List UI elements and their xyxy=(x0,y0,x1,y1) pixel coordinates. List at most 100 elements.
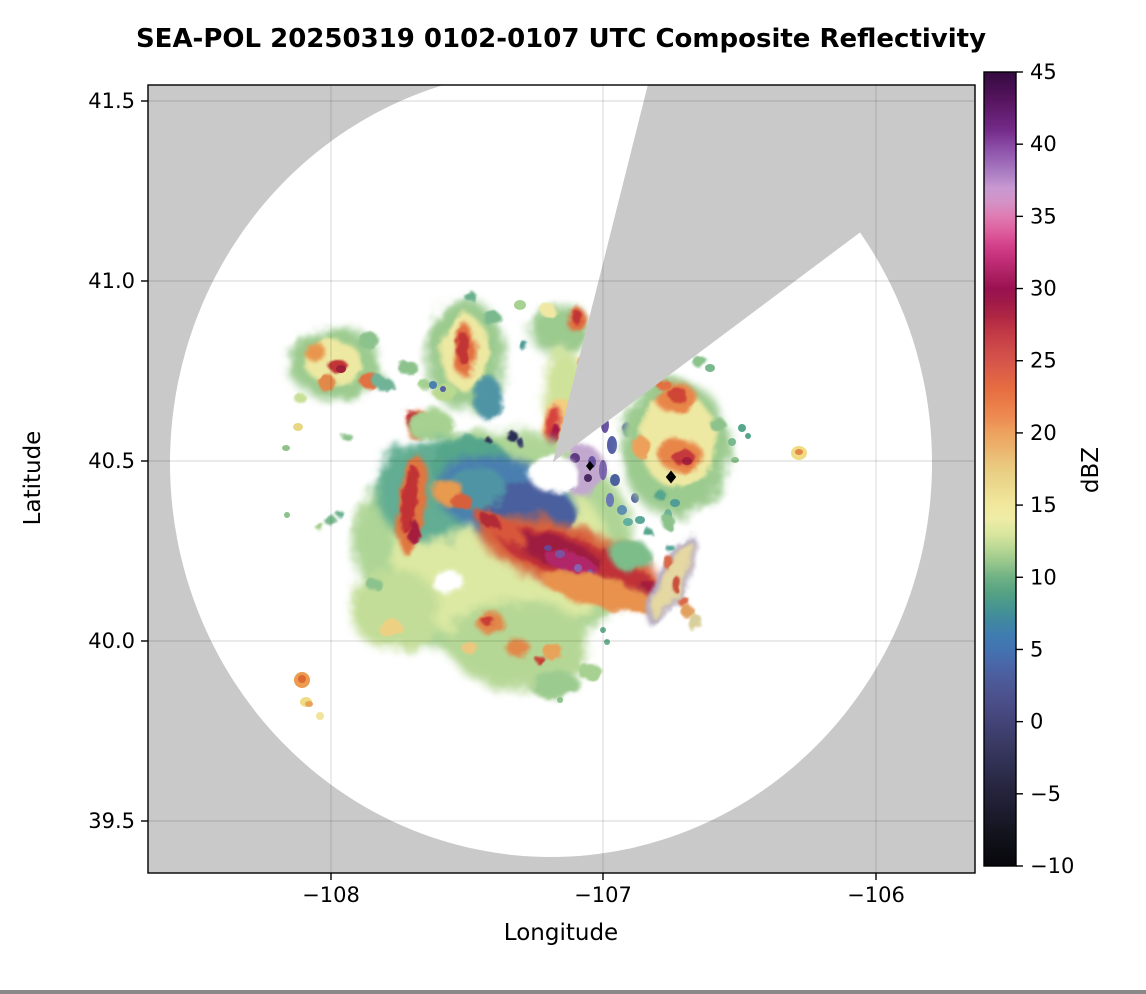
echo-blob xyxy=(623,518,633,526)
colorbar-tick-label: 10 xyxy=(1030,565,1057,589)
echo-blob xyxy=(483,311,501,325)
echo-blob xyxy=(336,511,344,517)
echo-blob xyxy=(474,376,502,420)
echo-blob xyxy=(688,614,702,630)
y-tick-label: 41.0 xyxy=(88,269,135,293)
echo-blob xyxy=(570,453,580,463)
location-marker-diamond xyxy=(586,461,594,471)
colorbar-tick-label: −10 xyxy=(1030,854,1074,878)
echo-blob xyxy=(679,596,689,608)
colorbar-tick-label: 0 xyxy=(1030,710,1043,734)
echo-blob xyxy=(541,570,659,614)
echo-blob xyxy=(485,437,491,443)
echo-blob xyxy=(610,474,620,486)
echo-free-patch xyxy=(432,570,464,594)
colorbar-tick-label: −5 xyxy=(1030,782,1061,806)
echo-blob xyxy=(607,436,617,454)
reflectivity-field xyxy=(282,291,807,720)
plot-frame xyxy=(147,84,976,874)
echo-blob xyxy=(336,365,346,373)
echo-free-patch xyxy=(530,454,578,494)
echo-blob xyxy=(540,303,556,317)
echo-blob xyxy=(731,457,739,463)
echo-blob xyxy=(408,520,420,544)
echo-blob xyxy=(282,445,290,451)
echo-blob xyxy=(400,466,420,534)
echo-blob xyxy=(584,474,592,482)
echo-blob xyxy=(604,639,610,645)
echo-blob xyxy=(543,644,563,660)
echo-blob xyxy=(316,523,324,531)
x-tick-label: −106 xyxy=(847,883,905,907)
echo-blob xyxy=(632,436,650,458)
echo-blob xyxy=(535,656,545,664)
echo-blob xyxy=(398,361,418,375)
echo-blob xyxy=(367,579,383,591)
blocked-sector-wedge xyxy=(553,85,969,462)
colorbar-gradient xyxy=(984,72,1016,866)
echo-blob xyxy=(692,357,708,367)
echo-blob xyxy=(663,555,673,569)
echo-blob xyxy=(357,332,379,348)
x-axis-label: Longitude xyxy=(504,920,618,946)
echo-blob xyxy=(464,291,476,301)
echo-blob xyxy=(370,374,396,392)
y-tick-label: 40.5 xyxy=(88,449,135,473)
echo-blob xyxy=(669,387,687,403)
echo-blob xyxy=(662,514,674,530)
colorbar-tick-label: 35 xyxy=(1030,204,1057,228)
echo-blob xyxy=(617,505,627,515)
echo-blob xyxy=(728,438,736,446)
echo-blob xyxy=(610,539,650,571)
echo-blob xyxy=(479,513,501,529)
echo-blob xyxy=(440,386,446,392)
echo-blob xyxy=(462,642,478,654)
site-markers xyxy=(586,461,677,484)
colorbar-tick-label: 15 xyxy=(1030,493,1057,517)
echo-blob xyxy=(530,671,580,699)
echo-blob xyxy=(572,310,582,324)
echo-blob xyxy=(298,675,306,683)
echo-blob xyxy=(671,576,681,592)
echo-blob xyxy=(294,393,306,403)
echo-blob xyxy=(666,544,674,552)
echo-blob xyxy=(682,605,694,619)
colorbar-tick-label: 40 xyxy=(1030,132,1057,156)
echo-blob xyxy=(557,697,563,703)
echo-blob xyxy=(643,528,653,536)
gridlines xyxy=(148,85,975,873)
colorbar-tick-label: 45 xyxy=(1030,60,1057,84)
chart-title: SEA-POL 20250319 0102-0107 UTC Composite… xyxy=(136,24,986,54)
echo-blob xyxy=(293,423,303,431)
echo-blob xyxy=(600,627,606,633)
echo-blob xyxy=(555,550,565,558)
x-tick-label: −107 xyxy=(574,883,632,907)
x-tick-label: −108 xyxy=(302,883,360,907)
echo-free-patches xyxy=(432,454,578,594)
echo-blob xyxy=(654,490,666,500)
echo-blob xyxy=(578,664,602,680)
echo-blob xyxy=(433,383,457,401)
colorbar-label: dBZ xyxy=(1078,447,1104,493)
echo-blob xyxy=(316,712,324,720)
y-tick-label: 40.0 xyxy=(88,629,135,653)
echo-blob xyxy=(705,364,715,372)
echo-blob xyxy=(342,433,352,441)
echo-blob xyxy=(682,457,692,465)
echo-blob xyxy=(599,460,607,480)
echo-blob xyxy=(516,438,524,446)
echo-blob xyxy=(506,639,530,657)
echo-blob xyxy=(745,433,751,439)
echo-blob xyxy=(506,431,518,441)
echo-blob xyxy=(304,343,326,361)
echo-blob xyxy=(406,409,454,441)
echo-blob xyxy=(670,499,680,507)
echo-blob xyxy=(635,516,645,524)
echo-blob xyxy=(710,418,726,432)
echo-blob xyxy=(795,449,803,455)
y-axis-label: Latitude xyxy=(20,431,46,526)
colorbar-tick-label: 20 xyxy=(1030,421,1057,445)
echo-blob xyxy=(378,619,402,637)
plot-area xyxy=(148,85,975,873)
